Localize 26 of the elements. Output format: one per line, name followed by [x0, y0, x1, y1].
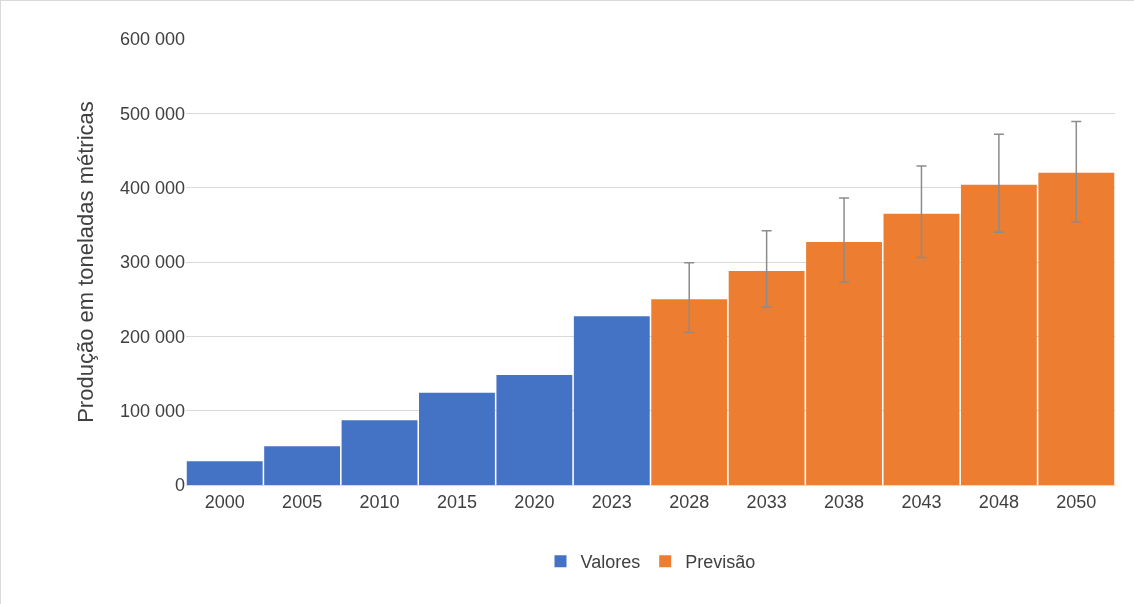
- x-tick-label: 2023: [591, 491, 632, 512]
- x-tick-label: 2005: [282, 491, 323, 512]
- y-tick-label: 600 000: [119, 29, 185, 50]
- bar: [573, 316, 650, 485]
- y-tick-label: 500 000: [119, 103, 185, 124]
- bar: [883, 213, 960, 485]
- bar: [651, 299, 728, 485]
- x-tick-label: 2048: [978, 491, 1019, 512]
- x-tick-label: 2033: [746, 491, 787, 512]
- bar: [341, 420, 418, 485]
- x-tick-label: 2043: [901, 491, 942, 512]
- y-tick-label: 400 000: [119, 177, 185, 198]
- y-tick-label: 0: [174, 475, 185, 496]
- x-tick-label: 2015: [436, 491, 477, 512]
- y-tick-label: 100 000: [119, 400, 185, 421]
- x-tick-label: 2020: [514, 491, 555, 512]
- x-tick-label: 2000: [204, 491, 245, 512]
- y-axis-title: Produção em toneladas métricas: [72, 101, 98, 423]
- x-tick-label: 2028: [669, 491, 710, 512]
- y-tick-label: 300 000: [119, 252, 185, 273]
- x-tick-label: 2010: [359, 491, 400, 512]
- legend-label: Valores: [580, 552, 641, 573]
- legend-label: Previsão: [685, 552, 756, 573]
- y-tick-label: 200 000: [119, 326, 185, 347]
- x-tick-label: 2050: [1056, 491, 1097, 512]
- x-tick-label: 2038: [824, 491, 865, 512]
